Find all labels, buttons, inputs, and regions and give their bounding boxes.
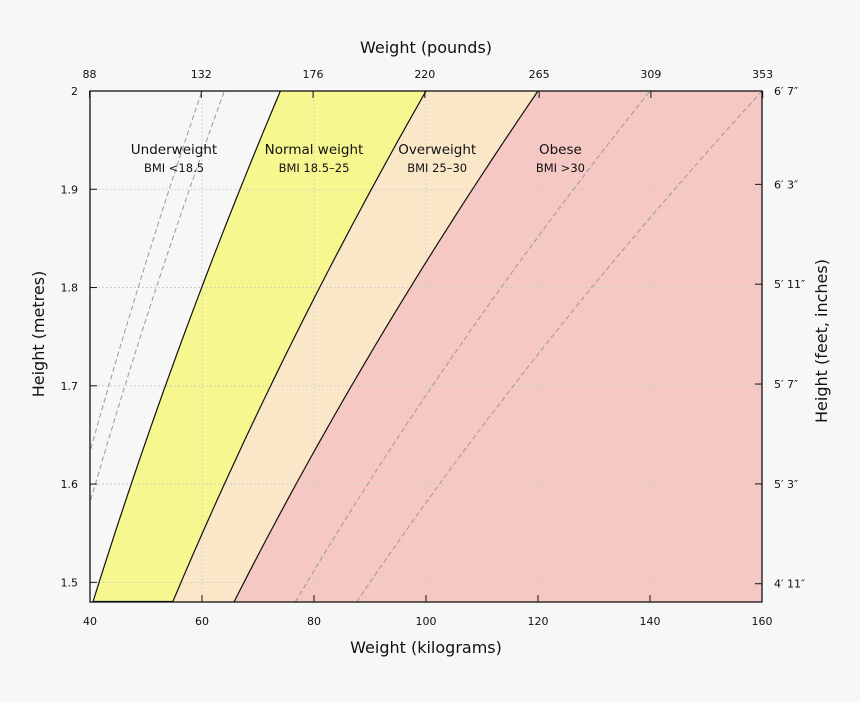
x-tick-label: 160	[752, 615, 773, 628]
region-name: Underweight	[131, 142, 217, 158]
x2-tick-label: 132	[191, 68, 212, 81]
ticks: 40 60 80 100 120 140 160 1.5 1.6 1.7 1.8 1.9 2 88 132 1…	[61, 68, 806, 628]
x-axis-label: Weight (kilograms)	[350, 638, 502, 657]
y-tick-label: 1.8	[61, 282, 79, 295]
region-labels: Underweight BMI <18.5 Normal weight BMI 18.…	[131, 142, 585, 175]
x2-tick-label: 88	[83, 68, 97, 81]
x-tick-label: 140	[640, 615, 661, 628]
bmi-boundary-line	[92, 90, 281, 603]
region-normal-weight	[92, 91, 427, 602]
x2-tick-label: 309	[640, 68, 661, 81]
region-bmi-range: BMI 18.5–25	[279, 161, 350, 175]
bmi-dashed-line	[90, 90, 203, 449]
x-tick-label: 120	[528, 615, 549, 628]
y2-tick-label: 5′ 3″	[774, 478, 798, 491]
region-name: Normal weight	[265, 142, 364, 158]
y2-tick-label: 4′ 11″	[774, 578, 805, 591]
regions	[90, 91, 762, 602]
y-tick-label: 2	[71, 85, 78, 98]
x-tick-label: 80	[307, 615, 321, 628]
y-tick-label: 1.5	[61, 576, 79, 589]
y-tick-label: 1.7	[61, 380, 79, 393]
bmi-boundary-line	[233, 90, 539, 603]
bmi-dashed-line	[294, 90, 651, 603]
y2-axis-label: Height (feet, inches)	[812, 259, 831, 423]
bmi-boundary-line	[172, 90, 427, 603]
y-axis-label: Height (metres)	[29, 271, 48, 398]
x-tick-label: 60	[195, 615, 209, 628]
y2-tick-label: 5′ 11″	[774, 278, 805, 291]
y-tick-label: 1.6	[61, 478, 79, 491]
region-name: Obese	[539, 142, 582, 158]
x2-tick-label: 220	[414, 68, 435, 81]
x-tick-label: 100	[416, 615, 437, 628]
region-bmi-range: BMI >30	[536, 161, 585, 175]
curves	[90, 90, 763, 603]
region-name: Overweight	[398, 142, 476, 158]
region-bmi-range: BMI 25–30	[407, 161, 467, 175]
bmi-dashed-line	[356, 90, 763, 603]
x-tick-label: 40	[83, 615, 97, 628]
y2-tick-label: 5′ 7″	[774, 378, 798, 391]
y2-tick-label: 6′ 7″	[774, 85, 798, 98]
region-overweight	[172, 91, 538, 602]
x2-tick-label: 353	[752, 68, 773, 81]
y-tick-label: 1.9	[61, 183, 79, 196]
region-underweight	[90, 91, 281, 602]
x2-axis-label: Weight (pounds)	[360, 38, 492, 57]
x2-tick-label: 265	[529, 68, 550, 81]
region-bmi-range: BMI <18.5	[144, 161, 204, 175]
y2-tick-label: 6′ 3″	[774, 178, 798, 191]
region-obese	[234, 91, 762, 602]
x2-tick-label: 176	[303, 68, 324, 81]
